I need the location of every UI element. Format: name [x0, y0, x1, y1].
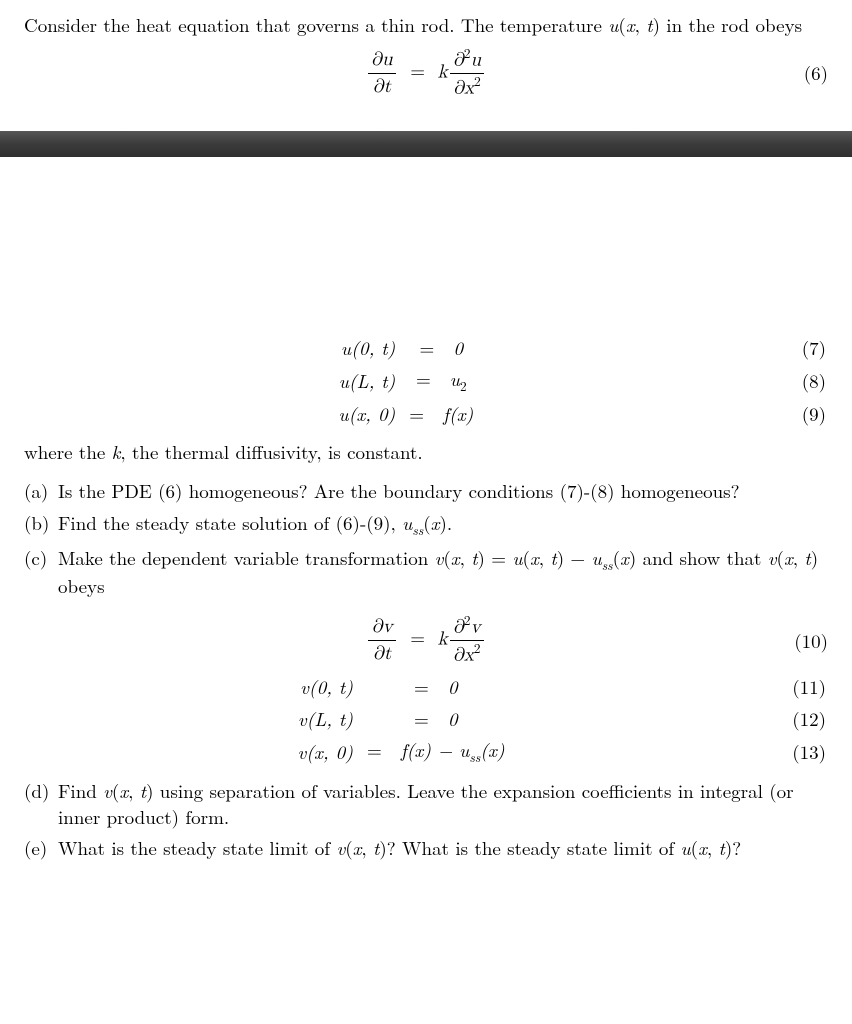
equation-6: ∂u∂t = k∂2u∂x2 (6)	[24, 46, 828, 101]
vbc-lhs: v(x, 0)	[298, 739, 353, 765]
vbc-eq: = 0	[367, 674, 505, 700]
eqnum-10: (10)	[794, 628, 828, 654]
equation-10: ∂v∂t = k∂2v∂x2 (10)	[24, 613, 828, 668]
page: Consider the heat equation that governs …	[0, 0, 852, 891]
bc-eq: = f(x)	[409, 401, 473, 427]
divider-bar	[0, 131, 852, 157]
part-label: (d)	[24, 778, 58, 829]
part-e: (e) What is the steady state limit of v(…	[24, 835, 828, 861]
eqnum-8: (8)	[802, 368, 828, 394]
bc-eq: = u2	[409, 366, 473, 395]
intro-text: Consider the heat equation that governs …	[24, 12, 828, 38]
bc-lhs: u(x, 0)	[338, 401, 395, 427]
vbc-lhs: v(0, t)	[298, 674, 353, 700]
eqnum-7: (7)	[802, 335, 828, 361]
vbc-lhs: v(L, t)	[298, 706, 353, 732]
part-d: (d) Find v(x, t) using separation of var…	[24, 778, 828, 829]
part-label: (a)	[24, 478, 58, 504]
eqnum-11: (11)	[792, 674, 828, 700]
where-text: where the k, the thermal diffusivity, is…	[24, 439, 828, 465]
blank-gap	[24, 157, 828, 327]
part-body: Make the dependent variable transformati…	[58, 545, 828, 599]
part-label: (c)	[24, 545, 58, 599]
eqnum-9: (9)	[802, 401, 828, 427]
boundary-conditions-v: v(0, t) = 0 (11) v(L, t) = 0 (12) v(x, 0…	[24, 674, 828, 766]
eqnum-12: (12)	[792, 706, 828, 732]
vbc-eq: = f(x) − uss(x)	[367, 737, 505, 766]
part-b: (b) Find the steady state solution of (6…	[24, 510, 828, 539]
part-body: Is the PDE (6) homogeneous? Are the boun…	[58, 478, 828, 504]
part-body: What is the steady state limit of v(x, t…	[58, 835, 828, 861]
eqnum-13: (13)	[792, 739, 828, 765]
part-a: (a) Is the PDE (6) homogeneous? Are the …	[24, 478, 828, 504]
eqnum-6: (6)	[804, 60, 828, 86]
bc-lhs: u(L, t)	[338, 368, 395, 394]
bc-lhs: u(0, t)	[338, 335, 395, 361]
part-label: (b)	[24, 510, 58, 539]
part-c: (c) Make the dependent variable transfor…	[24, 545, 828, 599]
boundary-conditions-u: u(0, t) = 0 (7) u(L, t) = u2 (8) u(x, 0)…	[24, 335, 828, 427]
part-label: (e)	[24, 835, 58, 861]
vbc-eq: = 0	[367, 706, 505, 732]
bc-eq: = 0	[409, 335, 473, 361]
part-body: Find the steady state solution of (6)-(9…	[58, 510, 828, 539]
part-body: Find v(x, t) using separation of variabl…	[58, 778, 828, 829]
